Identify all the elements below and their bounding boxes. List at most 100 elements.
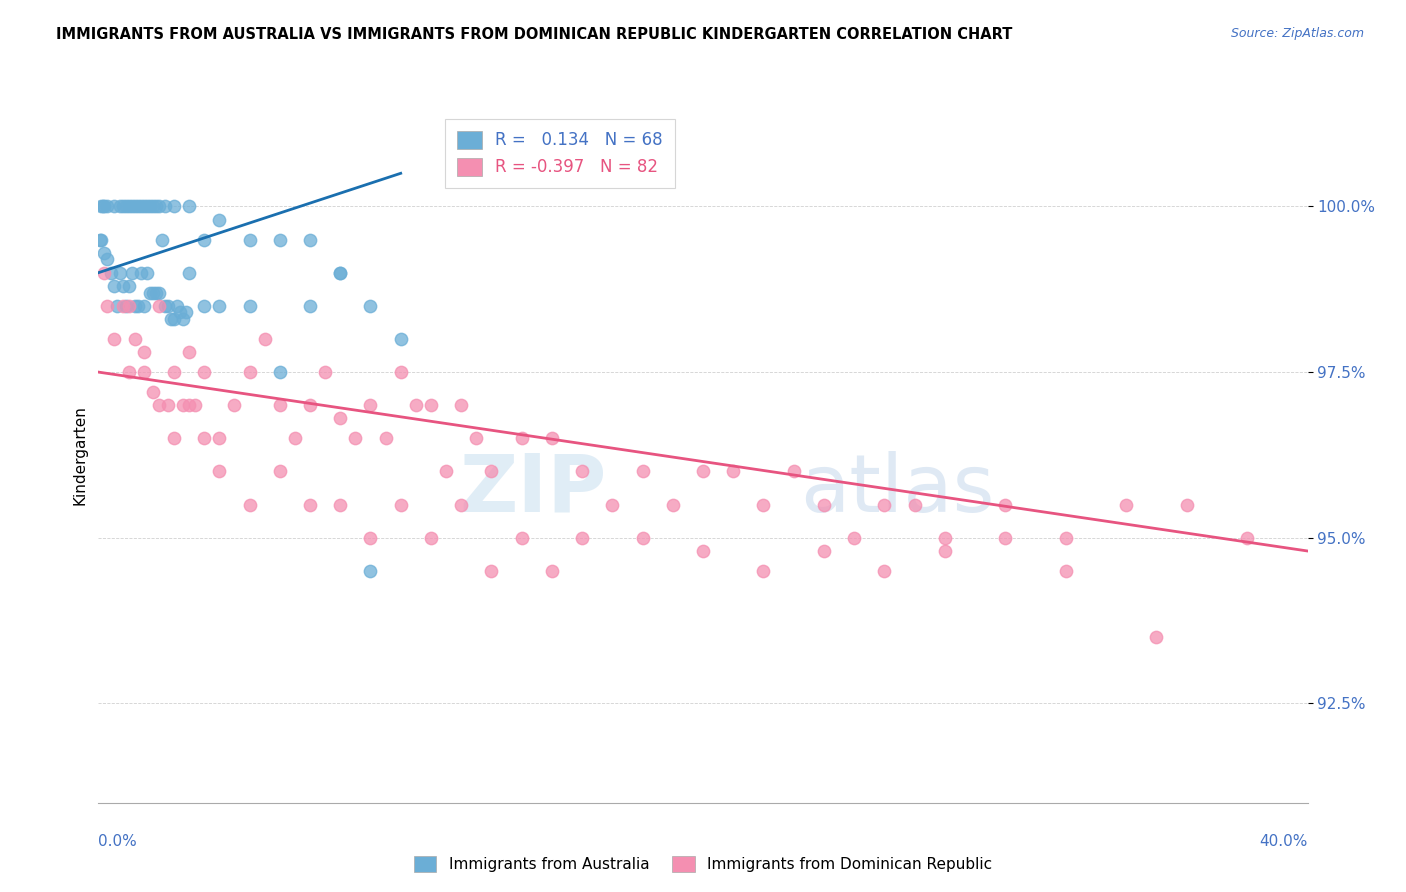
- Point: [148, 398, 170, 412]
- Point: [481, 465, 503, 479]
- Point: [163, 365, 186, 379]
- Point: [118, 199, 141, 213]
- Point: [145, 199, 167, 213]
- Point: [813, 498, 835, 512]
- Text: ZIP: ZIP: [458, 450, 606, 529]
- Point: [450, 498, 472, 512]
- Point: [160, 312, 183, 326]
- Point: [89, 233, 111, 247]
- Point: [994, 498, 1017, 512]
- Point: [103, 199, 125, 213]
- Text: atlas: atlas: [800, 450, 994, 529]
- Point: [873, 564, 896, 578]
- Point: [239, 365, 262, 379]
- Point: [129, 199, 152, 213]
- Point: [224, 398, 246, 412]
- Point: [329, 266, 352, 280]
- Point: [111, 199, 134, 213]
- Point: [114, 299, 136, 313]
- Point: [269, 365, 291, 379]
- Point: [465, 431, 488, 445]
- Point: [540, 564, 562, 578]
- Point: [571, 531, 593, 545]
- Point: [510, 531, 533, 545]
- Point: [127, 199, 149, 213]
- Point: [135, 266, 157, 280]
- Point: [179, 199, 201, 213]
- Point: [1144, 630, 1167, 644]
- Point: [269, 465, 291, 479]
- Point: [239, 233, 262, 247]
- Point: [103, 279, 125, 293]
- Point: [692, 544, 714, 558]
- Point: [108, 266, 131, 280]
- Point: [450, 398, 472, 412]
- Point: [111, 279, 134, 293]
- Point: [114, 199, 136, 213]
- Legend: Immigrants from Australia, Immigrants from Dominican Republic: Immigrants from Australia, Immigrants fr…: [406, 848, 1000, 880]
- Point: [481, 564, 503, 578]
- Point: [571, 465, 593, 479]
- Point: [360, 564, 382, 578]
- Point: [329, 498, 352, 512]
- Point: [873, 498, 896, 512]
- Point: [111, 299, 134, 313]
- Point: [150, 233, 173, 247]
- Point: [510, 431, 533, 445]
- Text: 40.0%: 40.0%: [1260, 834, 1308, 849]
- Point: [420, 398, 443, 412]
- Point: [90, 233, 112, 247]
- Point: [269, 233, 291, 247]
- Point: [132, 199, 155, 213]
- Point: [142, 285, 165, 300]
- Point: [934, 531, 956, 545]
- Point: [782, 465, 804, 479]
- Point: [142, 199, 165, 213]
- Point: [389, 498, 412, 512]
- Point: [284, 431, 307, 445]
- Point: [299, 398, 322, 412]
- Point: [360, 398, 382, 412]
- Point: [91, 199, 114, 213]
- Point: [179, 266, 201, 280]
- Point: [1054, 564, 1077, 578]
- Point: [156, 299, 179, 313]
- Point: [994, 531, 1017, 545]
- Text: 0.0%: 0.0%: [98, 834, 138, 849]
- Point: [132, 365, 155, 379]
- Point: [540, 431, 562, 445]
- Point: [96, 199, 118, 213]
- Point: [174, 305, 197, 319]
- Point: [752, 498, 775, 512]
- Point: [661, 498, 683, 512]
- Point: [153, 199, 176, 213]
- Point: [142, 384, 165, 399]
- Point: [93, 266, 115, 280]
- Point: [193, 431, 215, 445]
- Point: [208, 465, 231, 479]
- Point: [208, 299, 231, 313]
- Point: [179, 345, 201, 359]
- Point: [405, 398, 427, 412]
- Point: [132, 299, 155, 313]
- Point: [344, 431, 367, 445]
- Point: [163, 312, 186, 326]
- Point: [1115, 498, 1137, 512]
- Point: [145, 285, 167, 300]
- Text: IMMIGRANTS FROM AUSTRALIA VS IMMIGRANTS FROM DOMINICAN REPUBLIC KINDERGARTEN COR: IMMIGRANTS FROM AUSTRALIA VS IMMIGRANTS …: [56, 27, 1012, 42]
- Point: [108, 199, 131, 213]
- Y-axis label: Kindergarten: Kindergarten: [72, 405, 87, 505]
- Point: [360, 531, 382, 545]
- Point: [163, 431, 186, 445]
- Point: [96, 252, 118, 267]
- Text: Source: ZipAtlas.com: Source: ZipAtlas.com: [1230, 27, 1364, 40]
- Point: [434, 465, 457, 479]
- Point: [269, 398, 291, 412]
- Point: [602, 498, 624, 512]
- Point: [156, 398, 179, 412]
- Point: [299, 233, 322, 247]
- Point: [124, 299, 146, 313]
- Legend: R =   0.134   N = 68, R = -0.397   N = 82: R = 0.134 N = 68, R = -0.397 N = 82: [446, 119, 675, 188]
- Point: [121, 199, 143, 213]
- Point: [813, 544, 835, 558]
